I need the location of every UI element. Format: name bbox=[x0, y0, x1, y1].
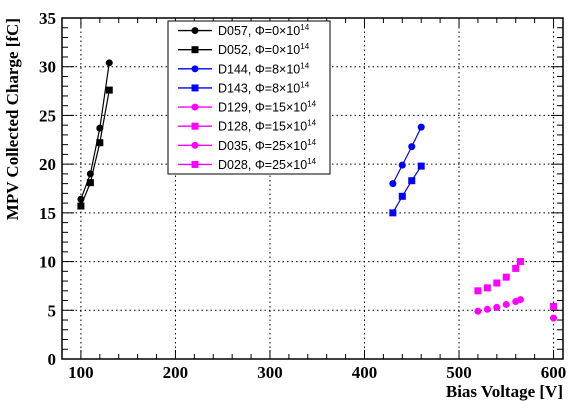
data-point-circle bbox=[398, 161, 406, 169]
y-tick-label: 35 bbox=[39, 9, 56, 28]
legend-entry: D129, Φ=15×1014 bbox=[178, 100, 317, 115]
legend-exponent: 14 bbox=[300, 42, 309, 51]
legend-entry: D128, Φ=15×1014 bbox=[178, 119, 317, 134]
legend-exponent: 14 bbox=[307, 157, 316, 166]
legend-marker bbox=[191, 103, 199, 111]
data-point-circle bbox=[105, 59, 113, 67]
legend-exponent: 14 bbox=[300, 23, 309, 32]
x-tick-labels: 100 200 300 400 500 600 bbox=[68, 363, 566, 382]
data-point-circle bbox=[408, 143, 416, 151]
data-point-circle bbox=[516, 296, 524, 304]
legend: D057, Φ=0×1014 D052, Φ=0×1014 D144, Φ=8×10… bbox=[167, 20, 331, 175]
data-point-circle bbox=[493, 303, 501, 311]
legend-marker bbox=[191, 160, 199, 168]
series-3 bbox=[389, 162, 425, 217]
x-axis-label: Bias Voltage [V] bbox=[446, 382, 563, 401]
gridlines bbox=[62, 18, 563, 359]
plot-frame bbox=[61, 17, 564, 360]
legend-entry: D052, Φ=0×1014 bbox=[178, 42, 310, 57]
legend-marker bbox=[191, 65, 199, 73]
data-point-circle bbox=[417, 123, 425, 131]
legend-label: D128, Φ=15×1014 bbox=[218, 119, 317, 134]
series-line bbox=[80, 89, 110, 207]
legend-exponent: 14 bbox=[300, 80, 309, 89]
series-7 bbox=[550, 302, 558, 310]
series-1 bbox=[77, 86, 113, 210]
y-tick-label: 30 bbox=[39, 58, 56, 77]
y-tick-labels: 0 5 10 15 20 25 30 35 bbox=[39, 9, 56, 369]
data-point-square bbox=[408, 177, 416, 185]
data-point-circle bbox=[389, 180, 397, 188]
legend-label: D129, Φ=15×1014 bbox=[218, 100, 317, 115]
y-tick-label: 10 bbox=[39, 253, 56, 272]
legend-label: D143, Φ=8×1014 bbox=[218, 80, 310, 95]
data-point-square bbox=[493, 279, 501, 287]
series-5 bbox=[474, 258, 524, 295]
series-6 bbox=[550, 314, 558, 322]
series-4 bbox=[474, 296, 524, 315]
data-point-square bbox=[550, 302, 558, 310]
x-tick-label: 400 bbox=[352, 363, 378, 382]
data-point-square bbox=[512, 264, 520, 272]
data-point-square bbox=[417, 162, 425, 170]
legend-entry: D028, Φ=25×1014 bbox=[178, 157, 317, 172]
legend-marker bbox=[191, 141, 199, 149]
data-point-square bbox=[483, 284, 491, 292]
series-line bbox=[392, 126, 422, 184]
legend-exponent: 14 bbox=[300, 61, 309, 70]
legend-label: D144, Φ=8×1014 bbox=[218, 61, 310, 76]
data-point-circle bbox=[550, 314, 558, 322]
legend-exponent: 14 bbox=[307, 138, 316, 147]
legend-entry: D144, Φ=8×1014 bbox=[178, 61, 310, 76]
data-point-circle bbox=[474, 307, 482, 315]
legend-exponent: 14 bbox=[307, 100, 316, 109]
y-tick-label: 5 bbox=[48, 301, 57, 320]
y-tick-label: 25 bbox=[39, 106, 56, 125]
legend-label: D028, Φ=25×1014 bbox=[218, 157, 317, 172]
y-tick-label: 20 bbox=[39, 155, 56, 174]
legend-label: D057, Φ=0×1014 bbox=[218, 23, 310, 38]
data-point-square bbox=[77, 202, 85, 210]
legend-entry: D057, Φ=0×1014 bbox=[178, 23, 310, 38]
y-tick-label: 0 bbox=[48, 350, 57, 369]
legend-entry: D035, Φ=25×1014 bbox=[178, 138, 317, 153]
x-tick-label: 100 bbox=[68, 363, 94, 382]
data-point-square bbox=[398, 192, 406, 200]
x-tick-label: 200 bbox=[163, 363, 189, 382]
data-point-square bbox=[389, 209, 397, 217]
data-series bbox=[77, 59, 558, 322]
data-point-square bbox=[474, 287, 482, 295]
legend-exponent: 14 bbox=[307, 119, 316, 128]
data-point-square bbox=[105, 86, 113, 94]
x-tick-label: 600 bbox=[541, 363, 567, 382]
data-point-square bbox=[86, 179, 94, 187]
y-axis-label: MPV Collected Charge [fC] bbox=[3, 18, 22, 220]
series-line bbox=[392, 165, 422, 214]
y-tick-label: 15 bbox=[39, 204, 56, 223]
legend-label: D035, Φ=25×1014 bbox=[218, 138, 317, 153]
data-point-circle bbox=[502, 300, 510, 308]
x-tick-label: 300 bbox=[257, 363, 283, 382]
data-point-square bbox=[516, 258, 524, 266]
axis-ticks bbox=[61, 17, 563, 360]
series-line bbox=[80, 62, 110, 200]
data-point-square bbox=[96, 139, 104, 147]
series-2 bbox=[389, 123, 425, 188]
series-0 bbox=[77, 59, 113, 203]
data-point-circle bbox=[483, 305, 491, 313]
data-point-square bbox=[502, 273, 510, 281]
legend-marker bbox=[191, 84, 199, 92]
legend-marker bbox=[191, 27, 199, 35]
legend-marker bbox=[191, 122, 199, 130]
legend-label: D052, Φ=0×1014 bbox=[218, 42, 310, 57]
x-tick-label: 500 bbox=[446, 363, 472, 382]
legend-marker bbox=[191, 46, 199, 54]
legend-entry: D143, Φ=8×1014 bbox=[178, 80, 310, 95]
